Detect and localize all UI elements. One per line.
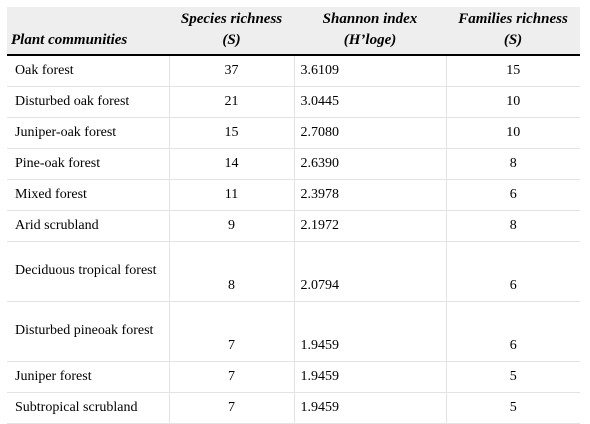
families-cell: 6 bbox=[446, 179, 580, 211]
shannon-cell: 3.0445 bbox=[294, 86, 447, 118]
table-row: Disturbed pineoak forest 7 1.9459 6 bbox=[7, 301, 580, 362]
families-cell: 10 bbox=[446, 86, 580, 118]
header-families-richness: Families richness (S) bbox=[446, 7, 580, 56]
shannon-cell: 2.0794 bbox=[294, 241, 447, 302]
shannon-cell: 2.3978 bbox=[294, 179, 447, 211]
families-cell: 5 bbox=[446, 361, 580, 393]
community-cell: Oak forest bbox=[7, 55, 170, 87]
species-cell: 37 bbox=[169, 55, 295, 87]
shannon-cell: 2.6390 bbox=[294, 148, 447, 180]
community-cell: Deciduous tropical forest bbox=[7, 241, 170, 302]
species-cell: 8 bbox=[169, 241, 295, 302]
species-cell: 7 bbox=[169, 361, 295, 393]
table-row: Subtropical scrubland 7 1.9459 5 bbox=[7, 392, 580, 424]
header-line-1: Families richness bbox=[458, 11, 568, 27]
families-cell: 6 bbox=[446, 241, 580, 302]
table-row: Mixed forest 11 2.3978 6 bbox=[7, 179, 580, 211]
community-cell: Subtropical scrubland bbox=[7, 392, 170, 424]
community-cell: Pine-oak forest bbox=[7, 148, 170, 180]
table-row: Juniper-oak forest 15 2.7080 10 bbox=[7, 117, 580, 149]
header-shannon-index: Shannon index (H’loge) bbox=[294, 7, 446, 56]
header-line-2: (S) bbox=[503, 32, 523, 48]
species-cell: 21 bbox=[169, 86, 295, 118]
table-row: Juniper forest 7 1.9459 5 bbox=[7, 361, 580, 393]
header-line-1: Species richness bbox=[180, 11, 283, 27]
shannon-cell: 1.9459 bbox=[294, 392, 447, 424]
header-row: Plant communities Species richness (S) S… bbox=[7, 7, 580, 56]
table-row: Oak forest 37 3.6109 15 bbox=[7, 55, 580, 87]
table-row: Arid scrubland 9 2.1972 8 bbox=[7, 210, 580, 242]
species-cell: 9 bbox=[169, 210, 295, 242]
families-cell: 6 bbox=[446, 301, 580, 362]
header-line-2: (H’loge) bbox=[343, 32, 397, 48]
community-cell: Mixed forest bbox=[7, 179, 170, 211]
header-line-2: Plant communities bbox=[11, 32, 128, 48]
species-cell: 7 bbox=[169, 392, 295, 424]
shannon-cell: 2.1972 bbox=[294, 210, 447, 242]
species-cell: 14 bbox=[169, 148, 295, 180]
table-row: Deciduous tropical forest 8 2.0794 6 bbox=[7, 241, 580, 302]
header-line-1: Shannon index bbox=[322, 11, 418, 27]
table-row: Pine-oak forest 14 2.6390 8 bbox=[7, 148, 580, 180]
families-cell: 8 bbox=[446, 148, 580, 180]
shannon-cell: 2.7080 bbox=[294, 117, 447, 149]
diversity-table: Plant communities Species richness (S) S… bbox=[7, 7, 580, 424]
table-row: Disturbed oak forest 21 3.0445 10 bbox=[7, 86, 580, 118]
species-cell: 7 bbox=[169, 301, 295, 362]
community-cell: Arid scrubland bbox=[7, 210, 170, 242]
shannon-cell: 1.9459 bbox=[294, 301, 447, 362]
families-cell: 15 bbox=[446, 55, 580, 87]
community-cell: Disturbed oak forest bbox=[7, 86, 170, 118]
species-cell: 15 bbox=[169, 117, 295, 149]
header-plant-communities: Plant communities bbox=[7, 7, 169, 56]
community-cell: Juniper-oak forest bbox=[7, 117, 170, 149]
community-cell: Disturbed pineoak forest bbox=[7, 301, 170, 362]
families-cell: 5 bbox=[446, 392, 580, 424]
header-species-richness: Species richness (S) bbox=[169, 7, 294, 56]
families-cell: 8 bbox=[446, 210, 580, 242]
families-cell: 10 bbox=[446, 117, 580, 149]
shannon-cell: 3.6109 bbox=[294, 55, 447, 87]
shannon-cell: 1.9459 bbox=[294, 361, 447, 393]
header-line-2: (S) bbox=[222, 32, 241, 48]
species-cell: 11 bbox=[169, 179, 295, 211]
community-cell: Juniper forest bbox=[7, 361, 170, 393]
